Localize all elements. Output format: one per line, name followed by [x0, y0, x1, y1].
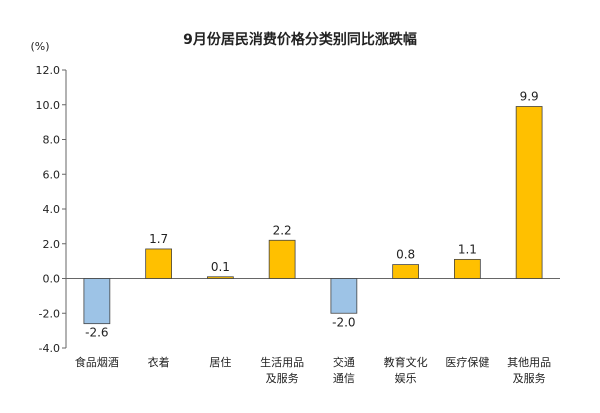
category-label: 交通	[333, 355, 355, 369]
bar	[392, 264, 419, 279]
y-tick-label: 0.0	[43, 273, 61, 286]
y-tick-label: 10.0	[36, 99, 61, 112]
bar	[454, 258, 481, 279]
bar	[515, 106, 543, 279]
data-label: -2.0	[332, 315, 355, 329]
y-tick-label: 8.0	[43, 134, 61, 147]
y-tick-label: 12.0	[36, 64, 61, 77]
y-tick-label: 6.0	[43, 168, 61, 181]
data-label: 9.9	[520, 89, 539, 103]
category-label: 衣着	[148, 355, 170, 369]
data-label: 0.1	[211, 260, 230, 274]
category-label: 及服务	[266, 372, 299, 385]
bars	[83, 106, 543, 325]
category-label: 娱乐	[395, 371, 417, 385]
y-axis-ticks: 12.0 10.0 8.0 6.0 4.0 2.0 0.0 -2.0 -4.0	[36, 64, 66, 355]
category-label: 其他用品	[507, 356, 551, 369]
y-axis-unit: (%)	[30, 40, 49, 53]
bar	[268, 239, 296, 279]
category-label: 医疗保健	[445, 355, 489, 369]
data-label: 2.2	[273, 223, 292, 237]
data-label: 1.1	[458, 242, 477, 256]
y-tick-label: -2.0	[39, 307, 60, 320]
chart-title: 9月份居民消费价格分类别同比涨跌幅	[183, 31, 417, 48]
data-label: 1.7	[149, 232, 168, 246]
data-labels: -2.6 1.7 0.1 2.2 -2.0 0.8 1.1 9.9	[85, 89, 539, 339]
y-tick-label: -4.0	[39, 342, 60, 355]
bar	[145, 248, 172, 279]
y-tick-label: 2.0	[43, 238, 61, 251]
bar	[83, 278, 111, 325]
category-label: 食品烟酒	[75, 355, 119, 369]
bar	[207, 276, 234, 279]
category-label: 教育文化	[384, 355, 428, 369]
axes	[65, 70, 560, 348]
bar	[330, 278, 358, 314]
data-label: 0.8	[396, 248, 415, 262]
category-label: 及服务	[513, 372, 546, 385]
y-tick-label: 4.0	[43, 203, 61, 216]
category-label: 通信	[333, 372, 355, 385]
data-label: -2.6	[85, 326, 108, 340]
category-label: 居住	[209, 355, 231, 369]
category-label: 生活用品	[260, 355, 304, 369]
